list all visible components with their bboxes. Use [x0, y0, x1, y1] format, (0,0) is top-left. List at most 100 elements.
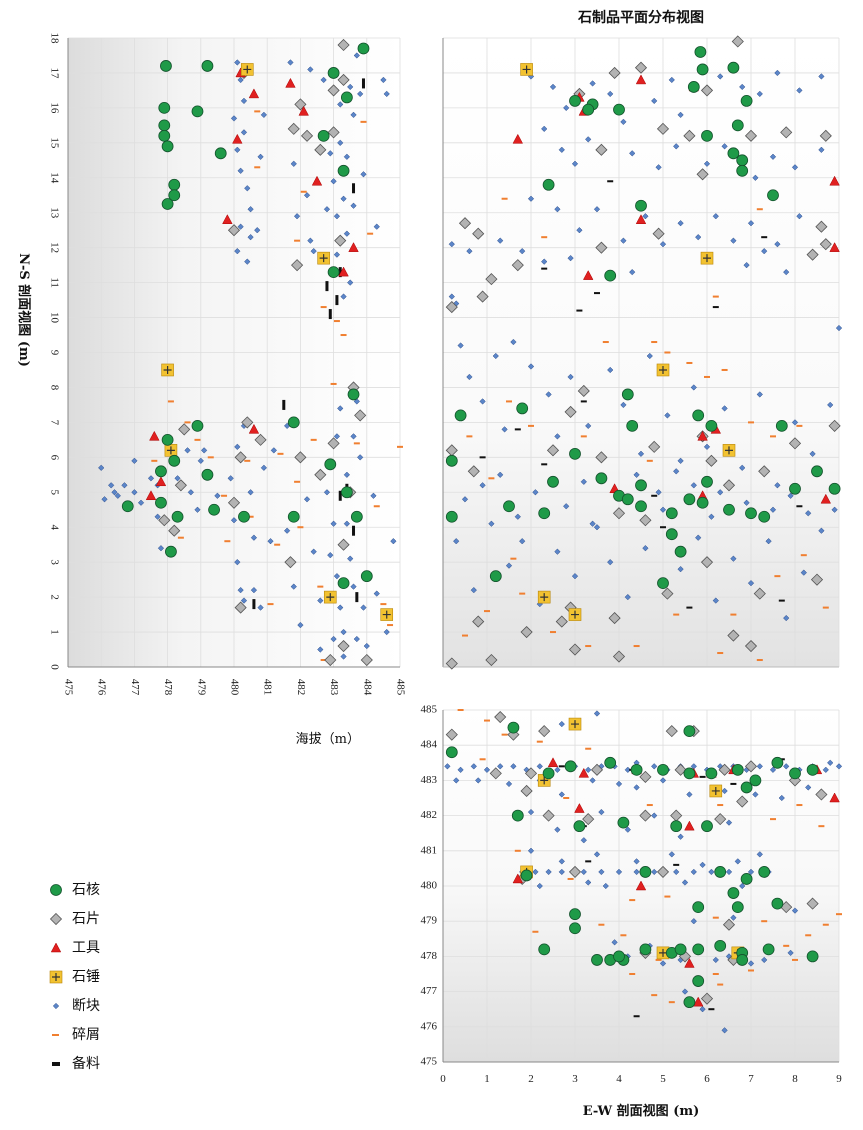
chunk-point — [571, 572, 579, 580]
core-point — [214, 147, 227, 160]
ew-y-tick-label: 484 — [421, 739, 438, 751]
core-point — [507, 721, 520, 734]
core-point — [683, 996, 696, 1009]
blank-point — [361, 78, 365, 89]
debris-point — [207, 456, 214, 459]
debris-point — [320, 306, 327, 309]
chunk-point — [230, 517, 238, 524]
chunk-point — [157, 545, 165, 552]
flake-point — [327, 437, 340, 450]
chunk-point — [756, 763, 763, 770]
chunk-point — [695, 534, 702, 541]
flake-point — [494, 710, 507, 724]
chunk-point — [320, 76, 327, 84]
chunk-point — [747, 960, 755, 967]
chunk-point — [756, 90, 763, 98]
chunk-point — [237, 76, 244, 84]
tool-point — [829, 242, 840, 252]
debris-point — [277, 452, 284, 455]
flake-point — [744, 129, 758, 142]
flake-point — [582, 813, 595, 826]
chunk-point — [554, 206, 561, 213]
flake-point — [595, 241, 608, 254]
chunk-point — [563, 104, 570, 112]
chunk-point — [293, 213, 301, 220]
chunk-point — [567, 254, 574, 262]
chunk-point — [721, 787, 728, 795]
flake-point — [700, 992, 714, 1005]
flake-point — [788, 437, 802, 450]
ns-y-tick-label: 16 — [48, 102, 60, 114]
blank-point — [325, 281, 329, 292]
chunk-point — [791, 164, 799, 171]
flake-point — [815, 788, 828, 801]
flake-point — [661, 587, 674, 600]
chunk-point — [457, 342, 464, 349]
debris-point — [294, 480, 301, 483]
core-point — [806, 950, 819, 963]
chunk-point — [297, 621, 304, 629]
legend-blank-swatch — [52, 1062, 60, 1066]
chunk-point — [554, 826, 561, 833]
flake-point — [291, 259, 304, 272]
chunk-point — [593, 710, 601, 717]
core-point — [238, 510, 250, 523]
ns-y-tick-label: 9 — [48, 350, 60, 356]
core-point — [762, 943, 775, 956]
chunk-point — [651, 868, 658, 876]
chunk-point — [541, 125, 548, 133]
blank-point — [355, 592, 359, 603]
chunk-point — [247, 206, 254, 213]
flake-point — [476, 290, 489, 303]
core-point — [740, 873, 753, 885]
legend-label: 石片 — [72, 911, 100, 927]
blank-point — [686, 606, 693, 609]
core-point — [317, 129, 330, 142]
chunk-point — [247, 234, 254, 241]
chunk-point — [800, 569, 807, 576]
core-point — [569, 95, 581, 107]
ew-y-tick-label: 479 — [421, 915, 438, 927]
chunk-point — [730, 914, 737, 921]
debris-point — [712, 295, 719, 298]
core-point — [657, 763, 669, 776]
core-point — [542, 767, 555, 780]
chunk-point — [505, 780, 513, 788]
chunk-point — [699, 1006, 706, 1013]
chunk-point — [527, 847, 535, 854]
flake-point — [639, 514, 652, 527]
chunk-point — [831, 506, 838, 513]
core-point — [731, 119, 744, 132]
flake-point — [485, 653, 498, 667]
chunk-point — [734, 858, 741, 865]
ew-x-tick-label: 6 — [704, 1073, 710, 1085]
core-point — [569, 447, 581, 460]
chunk-point — [350, 111, 357, 119]
chunk-point — [519, 538, 526, 545]
flake-point — [458, 217, 472, 230]
chunk-point — [453, 777, 460, 784]
core-point — [670, 820, 683, 833]
chunk-point — [721, 405, 728, 412]
flake-point — [595, 143, 608, 156]
ns-x-tick-label: 478 — [162, 679, 174, 696]
chunk-point — [532, 489, 539, 496]
chunk-point — [350, 202, 357, 209]
chunk-point — [234, 248, 241, 255]
chunk-point — [818, 527, 825, 534]
chunk-point — [343, 230, 351, 237]
chunk-point — [307, 237, 314, 244]
core-point — [503, 500, 515, 513]
core-point — [158, 101, 171, 114]
flake-point — [445, 657, 458, 670]
debris-point — [651, 341, 658, 344]
flake-point — [736, 795, 749, 808]
flake-point — [472, 227, 485, 240]
chunk-point — [154, 513, 161, 520]
tool-point — [684, 957, 695, 968]
core-point — [665, 507, 678, 520]
chunk-point — [470, 586, 477, 594]
chunk-point — [448, 293, 455, 300]
core-point — [635, 199, 647, 212]
core-point — [736, 154, 749, 167]
